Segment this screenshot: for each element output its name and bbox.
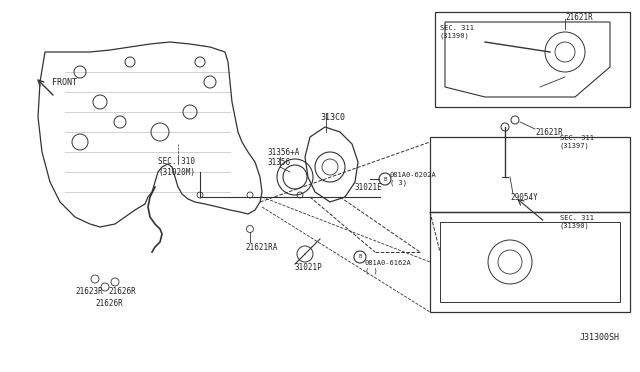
Text: 21623R: 21623R [75,288,103,296]
Text: 29054Y: 29054Y [510,192,538,202]
Text: 21626R: 21626R [108,288,136,296]
Text: SEC. 311
(31390): SEC. 311 (31390) [440,25,474,39]
Text: 081A0-6162A
( ): 081A0-6162A ( ) [365,260,412,274]
Text: 31356+A: 31356+A [268,148,300,157]
Text: J31300SH: J31300SH [580,333,620,341]
Bar [440,222,620,302]
Text: SEC. 311
(31397): SEC. 311 (31397) [560,135,594,149]
Bar [435,12,630,107]
Text: 21626R: 21626R [95,299,123,308]
Text: SEC. 311
(31390): SEC. 311 (31390) [560,215,594,229]
Text: 21621R: 21621R [535,128,563,137]
Text: 081A0-6202A
( 3): 081A0-6202A ( 3) [390,172,436,186]
Text: 31356: 31356 [268,157,291,167]
Bar [430,137,630,212]
Text: 21621R: 21621R [565,13,593,22]
Text: FRONT: FRONT [52,77,77,87]
Bar [430,212,630,312]
Text: 31021E: 31021E [355,183,383,192]
Text: B: B [358,254,362,260]
Text: 31021P: 31021P [295,263,323,272]
Text: SEC. 310
(31020M): SEC. 310 (31020M) [158,157,195,177]
Text: 313C0: 313C0 [320,112,345,122]
Text: B: B [383,176,387,182]
Text: 21621RA: 21621RA [245,243,277,251]
